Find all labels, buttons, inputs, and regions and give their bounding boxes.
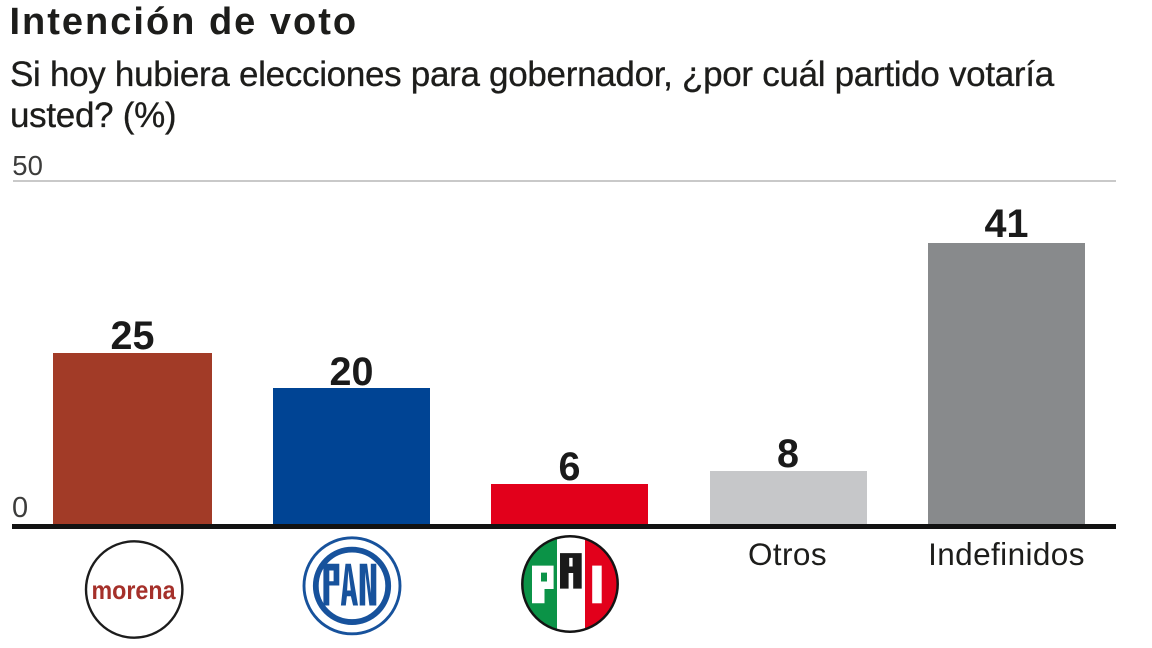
svg-text:morena: morena <box>92 575 176 605</box>
